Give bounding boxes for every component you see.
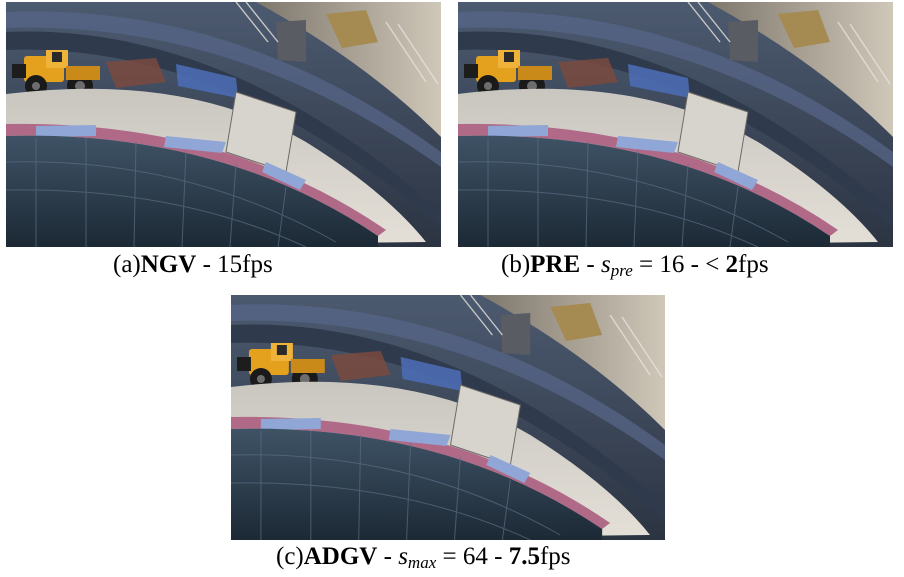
caption-b-fps-unit: fps [738,251,769,278]
caption-b-method: PRE [530,251,581,278]
caption-c-fps-value: 7.5 [508,543,540,570]
caption-b-sep2: - [684,251,706,278]
caption-c-param-sub: max [407,553,437,572]
caption-b-param-sub: pre [610,261,633,280]
caption-c-sep2: - [487,543,509,570]
caption-a-method: NGV [140,251,197,278]
caption-c-prefix: (c) [276,543,304,570]
caption-c-fps-unit: fps [539,543,571,570]
caption-b-sep1: - [580,251,601,278]
caption-c-param-eq: = 64 [436,543,488,570]
caption-b-fps-value: 2 [725,251,739,278]
caption-b-fps-lt: < [705,251,726,278]
panel-a-image [6,2,441,247]
caption-c: (c)ADGV - smax = 64 - 7.5fps [276,543,571,571]
caption-b: (b)PRE - spre = 16 - < 2fps [501,251,769,279]
caption-c-sep1: - [377,543,399,570]
caption-c-param-symbol: s [398,543,408,570]
panel-b-image [458,2,893,247]
caption-b-param-eq: = 16 [632,251,685,278]
panel-c-image [231,295,665,540]
caption-b-param-symbol: s [600,251,611,278]
caption-a: (a)NGV - 15fps [113,251,273,279]
caption-b-prefix: (b) [501,251,531,278]
caption-a-prefix: (a) [113,251,141,278]
caption-c-method: ADGV [303,543,378,570]
caption-a-sep1: - [196,251,218,278]
caption-a-fps-unit: fps [242,251,273,278]
caption-a-fps-value: 15 [217,251,243,278]
